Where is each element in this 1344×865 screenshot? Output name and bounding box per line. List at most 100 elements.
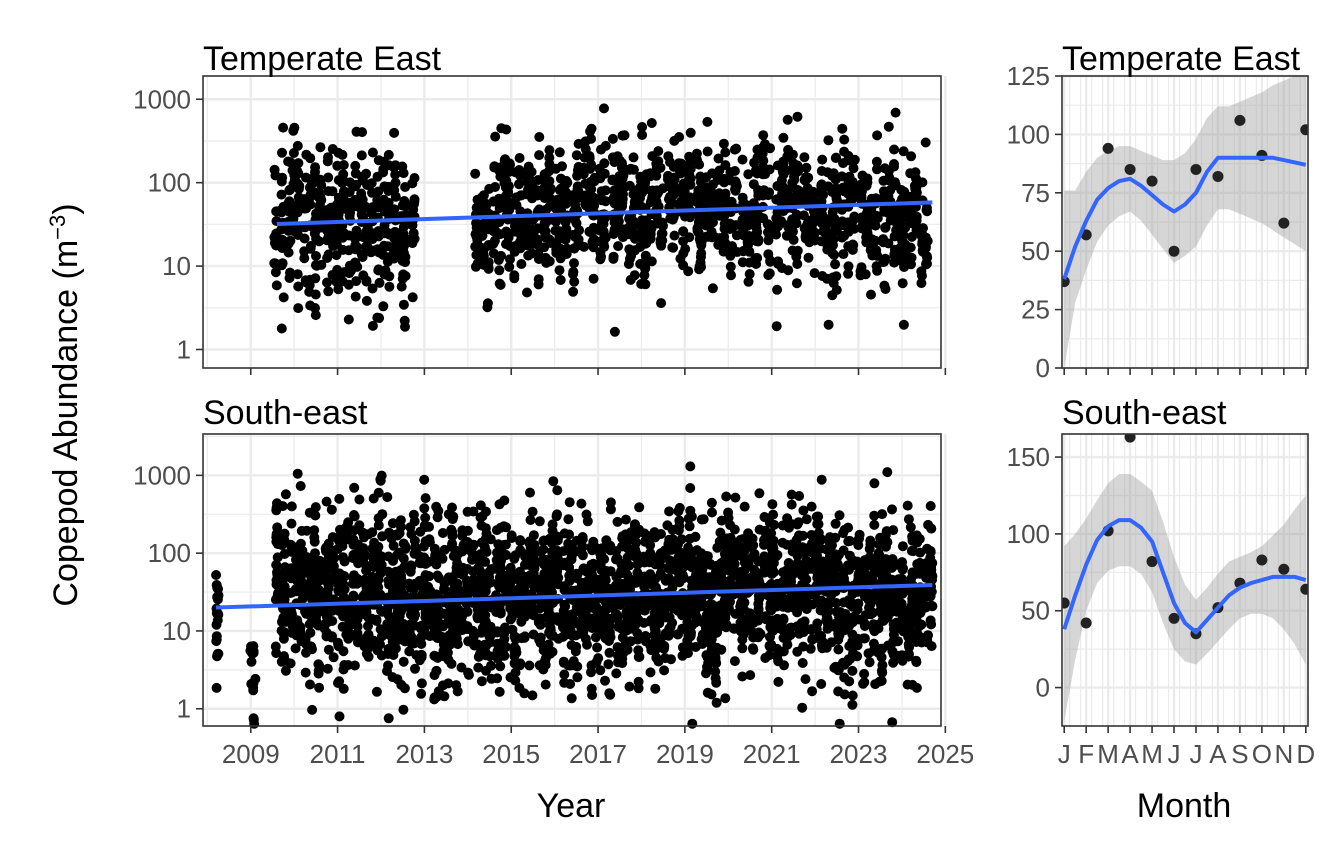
data-point (787, 149, 798, 160)
x-tick-label: 2023 (830, 739, 888, 769)
data-point (911, 682, 922, 693)
data-point (870, 220, 881, 231)
data-point (375, 475, 386, 486)
data-point (326, 504, 337, 515)
data-point (719, 231, 730, 242)
data-point (211, 682, 222, 693)
data-point (879, 280, 890, 291)
data-point (338, 160, 349, 170)
data-point (890, 107, 901, 118)
data-point (794, 491, 805, 501)
data-point (349, 511, 360, 522)
data-point (792, 111, 803, 122)
data-point (269, 258, 280, 269)
data-point (322, 277, 332, 288)
data-point (807, 186, 818, 197)
data-point (398, 619, 409, 629)
smooth-line (1062, 155, 1307, 280)
data-point (387, 518, 398, 529)
y-tick-label: 0 (1036, 353, 1050, 383)
data-point (494, 686, 505, 697)
data-point (691, 154, 702, 165)
data-point (333, 284, 344, 295)
data-point (690, 531, 701, 542)
data-point (389, 253, 399, 264)
data-point (410, 609, 421, 620)
data-point (492, 673, 503, 684)
x-tick-label: A (1209, 739, 1227, 769)
data-point (674, 132, 685, 142)
data-point (354, 494, 365, 505)
data-point (323, 286, 334, 297)
data-point (283, 238, 294, 249)
data-point (309, 532, 320, 543)
data-point (769, 519, 780, 530)
data-point (588, 273, 599, 284)
data-point (926, 523, 937, 534)
data-point (400, 234, 410, 245)
data-point (451, 602, 462, 613)
panel-title-south-east-month: South-east (1062, 394, 1227, 432)
data-point (831, 271, 842, 282)
data-point (848, 163, 859, 174)
data-point (271, 559, 282, 570)
data-point (922, 236, 933, 246)
data-point (787, 226, 798, 237)
data-point (544, 256, 555, 267)
data-point (544, 145, 555, 156)
data-point (737, 671, 748, 682)
data-point (617, 199, 628, 210)
data-point (793, 517, 804, 528)
data-point (897, 541, 908, 552)
data-point (798, 505, 809, 516)
y-tick-label: 1 (177, 334, 191, 364)
data-point (1146, 556, 1158, 568)
data-point (684, 232, 695, 243)
data-point (656, 298, 667, 309)
data-point (286, 501, 297, 512)
data-point (588, 199, 599, 210)
data-point (639, 270, 650, 281)
data-point (554, 265, 565, 276)
data-point (568, 269, 578, 280)
data-point (823, 319, 834, 330)
data-point (818, 190, 828, 200)
data-point (293, 281, 304, 292)
data-point (655, 162, 666, 173)
data-point (371, 615, 382, 626)
data-point (801, 514, 812, 525)
data-point (505, 159, 515, 170)
data-point (837, 123, 848, 134)
data-point (731, 178, 742, 189)
data-point (720, 160, 731, 171)
data-point (696, 248, 707, 259)
data-point (926, 600, 937, 611)
data-point (367, 527, 378, 538)
data-point (396, 570, 406, 581)
data-point (315, 142, 326, 153)
data-point (720, 147, 731, 158)
data-point (592, 642, 603, 653)
data-point (1300, 124, 1308, 136)
data-point (420, 493, 431, 504)
data-point (765, 143, 776, 154)
data-point (911, 213, 922, 223)
panel-border (1061, 75, 1309, 369)
x-tick-label: 2015 (482, 739, 540, 769)
data-point (439, 691, 450, 702)
data-point (407, 292, 418, 303)
x-tick-label: M (1097, 739, 1119, 769)
data-point (398, 168, 409, 179)
data-point (869, 478, 880, 489)
data-point (351, 276, 362, 287)
data-point (856, 192, 867, 203)
data-point (552, 570, 562, 581)
data-point (765, 256, 776, 267)
data-point (211, 619, 222, 630)
data-point (669, 230, 680, 241)
data-point (299, 233, 310, 244)
data-point (876, 652, 887, 663)
data-point (561, 198, 572, 209)
data-point (544, 176, 555, 187)
data-point (314, 192, 325, 203)
